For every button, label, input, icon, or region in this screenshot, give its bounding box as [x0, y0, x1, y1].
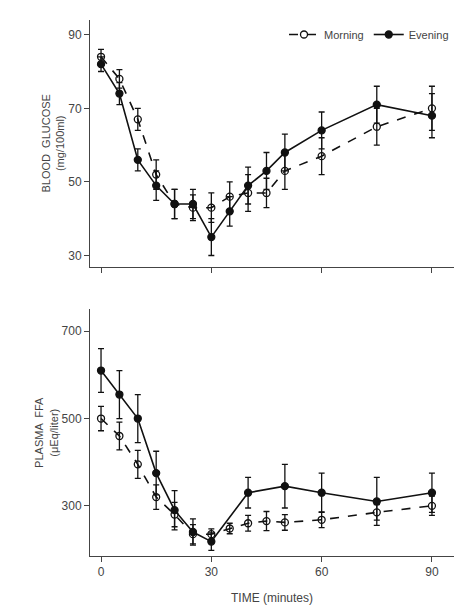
svg-text:90: 90 [425, 565, 439, 579]
svg-text:60: 60 [315, 565, 329, 579]
svg-text:70: 70 [68, 102, 82, 116]
svg-text:700: 700 [62, 324, 82, 338]
svg-text:30: 30 [205, 565, 219, 579]
svg-text:50: 50 [68, 175, 82, 189]
svg-text:TIME (minutes): TIME (minutes) [231, 591, 313, 605]
svg-text:0: 0 [98, 565, 105, 579]
svg-text:300: 300 [62, 499, 82, 513]
svg-text:Evening: Evening [409, 29, 449, 41]
svg-text:BLOOD GLUCOSE(mg/100ml): BLOOD GLUCOSE(mg/100ml) [40, 94, 66, 192]
svg-text:90: 90 [68, 28, 82, 42]
svg-text:PLASMA FFA(μEq/liter): PLASMA FFA(μEq/liter) [33, 397, 59, 468]
svg-text:30: 30 [68, 249, 82, 263]
svg-text:500: 500 [62, 412, 82, 426]
svg-text:Morning: Morning [324, 29, 364, 41]
